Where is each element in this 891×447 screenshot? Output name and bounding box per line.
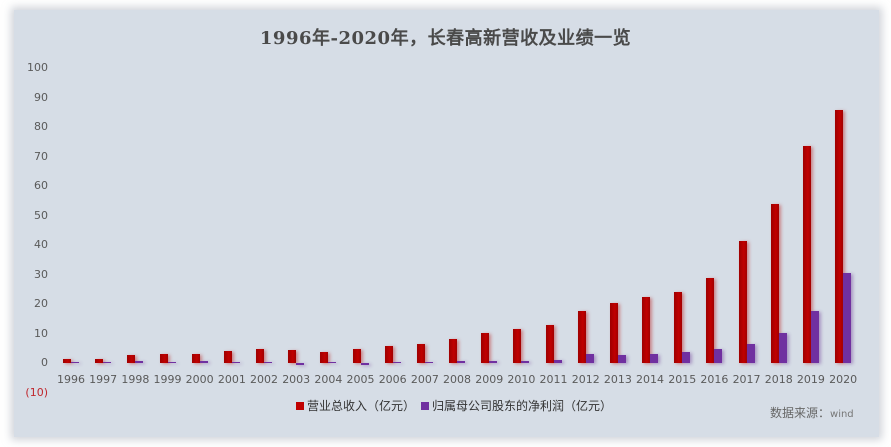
data-source: 数据来源：wind [770, 404, 854, 421]
bar-net-profit [135, 361, 144, 363]
bar-revenue [674, 292, 683, 363]
x-tick-label: 2016 [700, 373, 729, 386]
legend-item-net-profit: 归属母公司股东的净利润（亿元） [421, 397, 612, 414]
bar-net-profit [231, 361, 240, 363]
legend-label-revenue: 营业总收入（亿元） [307, 399, 416, 413]
source-value: wind [830, 409, 854, 420]
y-tick-label: 30 [34, 267, 48, 281]
x-tick-label: 2020 [829, 373, 858, 386]
bar-revenue [802, 145, 811, 363]
bar-net-profit [457, 360, 466, 363]
x-tick-label: 1999 [153, 373, 182, 386]
bar-net-profit [650, 353, 659, 363]
bar-revenue [770, 204, 779, 363]
x-tick-label: 2019 [796, 373, 825, 386]
x-tick-label: 2002 [250, 373, 279, 386]
y-tick-label: 80 [34, 120, 48, 133]
bar-net-profit [778, 332, 787, 363]
x-tick-label: 2009 [475, 373, 504, 386]
x-tick-label: 2013 [603, 373, 632, 386]
bar-revenue [545, 324, 554, 363]
bar-net-profit [167, 361, 176, 363]
x-tick-label: 2015 [668, 373, 697, 386]
bar-revenue [159, 354, 168, 363]
bar-net-profit [199, 361, 208, 363]
x-tick-label: 1998 [121, 373, 150, 386]
bar-net-profit [328, 361, 337, 363]
y-tick-label: 50 [34, 208, 48, 222]
bar-revenue [320, 352, 329, 363]
legend-label-net-profit: 归属母公司股东的净利润（亿元） [432, 399, 613, 413]
legend-swatch-revenue [296, 401, 304, 410]
bar-net-profit [71, 361, 79, 363]
x-tick-label: 2008 [443, 373, 472, 386]
chart-frame [14, 10, 879, 437]
y-tick-label: 0 [41, 356, 48, 369]
bar-revenue [449, 338, 458, 363]
bar-revenue [288, 350, 297, 363]
bar-revenue [481, 332, 490, 363]
bar-net-profit [810, 311, 819, 363]
bar-net-profit [714, 348, 723, 363]
bar-net-profit [553, 359, 562, 363]
x-tick-label: 2006 [378, 373, 407, 386]
bar-net-profit [360, 363, 369, 365]
bar-net-profit [489, 360, 498, 363]
x-tick-label: 2012 [571, 373, 600, 386]
bar-revenue [609, 303, 618, 363]
bar-revenue [513, 329, 522, 363]
bar-net-profit [746, 344, 755, 363]
y-tick-label: 100 [27, 61, 48, 74]
bar-revenue [416, 344, 425, 363]
y-tick-label: 70 [34, 149, 48, 163]
bar-net-profit [424, 361, 433, 363]
legend-swatch-net-profit [421, 401, 430, 410]
x-tick-label: 2014 [636, 373, 665, 386]
bar-net-profit [103, 361, 112, 363]
y-tick-label: (10) [25, 385, 48, 399]
bar-net-profit [843, 273, 852, 363]
bar-revenue [738, 241, 747, 363]
bar-revenue [706, 277, 715, 363]
y-tick-label: 40 [34, 238, 48, 251]
bar-net-profit [392, 361, 401, 363]
x-tick-label: 1996 [57, 373, 85, 386]
x-tick-label: 2005 [346, 373, 375, 386]
x-tick-label: 2011 [539, 373, 568, 386]
x-tick-label: 2003 [282, 373, 311, 386]
bar-revenue [127, 354, 136, 363]
bar-revenue [384, 345, 393, 363]
chart-title: 1996年-2020年，长春高新营收及业绩一览 [259, 28, 632, 49]
y-tick-label: 20 [34, 297, 48, 310]
source-label: 数据来源： [770, 406, 831, 420]
y-tick-label: 60 [34, 179, 48, 192]
legend: 营业总收入（亿元） 归属母公司股东的净利润（亿元） [296, 397, 618, 414]
y-tick-label: 90 [34, 90, 48, 104]
bar-revenue [223, 350, 232, 363]
bar-net-profit [617, 354, 626, 363]
x-tick-label: 2017 [732, 373, 761, 386]
bar-revenue [835, 110, 844, 363]
bar-net-profit [521, 360, 530, 363]
bar-net-profit [264, 361, 273, 363]
x-tick-label: 2001 [217, 373, 246, 386]
x-tick-label: 2018 [764, 373, 793, 386]
bar-net-profit [585, 353, 594, 363]
bar-revenue [191, 353, 200, 363]
bar-revenue [642, 297, 651, 363]
bar-revenue [256, 348, 265, 363]
bar-net-profit [682, 352, 691, 363]
bar-net-profit [296, 363, 305, 366]
bar-revenue [352, 348, 361, 363]
bar-revenue [95, 359, 104, 363]
bar-revenue [63, 358, 71, 363]
legend-item-revenue: 营业总收入（亿元） [296, 397, 415, 414]
bar-revenue [577, 310, 586, 363]
x-tick-label: 2010 [507, 373, 536, 386]
x-tick-label: 2004 [314, 373, 343, 386]
y-tick-label: 10 [34, 326, 48, 340]
x-tick-label: 2000 [185, 373, 214, 386]
x-tick-label: 2007 [410, 373, 439, 386]
x-tick-label: 1997 [89, 373, 118, 386]
